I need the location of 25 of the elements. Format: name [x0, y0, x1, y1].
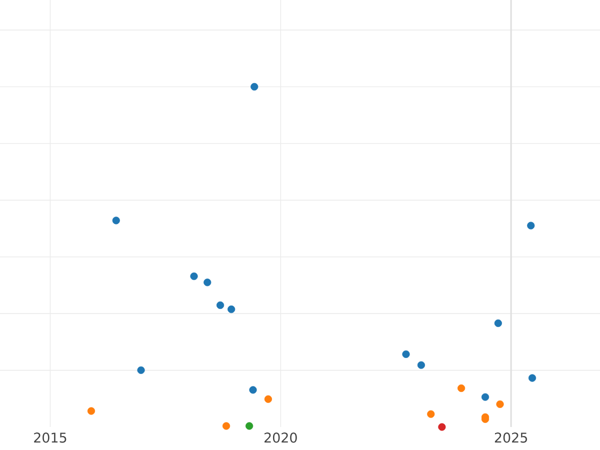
- point: [494, 319, 502, 328]
- point: [222, 422, 230, 430]
- point: [204, 278, 212, 286]
- point: [427, 410, 435, 418]
- x-tick-label: 2015: [34, 432, 66, 443]
- point: [528, 374, 536, 382]
- point: [250, 82, 258, 91]
- point: [137, 366, 145, 374]
- point: [112, 216, 120, 224]
- point: [228, 305, 236, 314]
- point: [417, 361, 425, 369]
- point: [402, 350, 410, 358]
- point: [438, 423, 446, 431]
- point: [457, 384, 466, 392]
- point: [264, 395, 272, 403]
- point: [481, 393, 490, 401]
- x-tick-label: 2020: [264, 432, 297, 443]
- point: [249, 386, 257, 394]
- point: [246, 422, 254, 430]
- point: [527, 222, 535, 230]
- x-tick-label: 2025: [494, 432, 527, 443]
- point: [496, 400, 504, 408]
- point: [87, 407, 96, 415]
- point: [190, 272, 198, 280]
- point: [216, 301, 224, 309]
